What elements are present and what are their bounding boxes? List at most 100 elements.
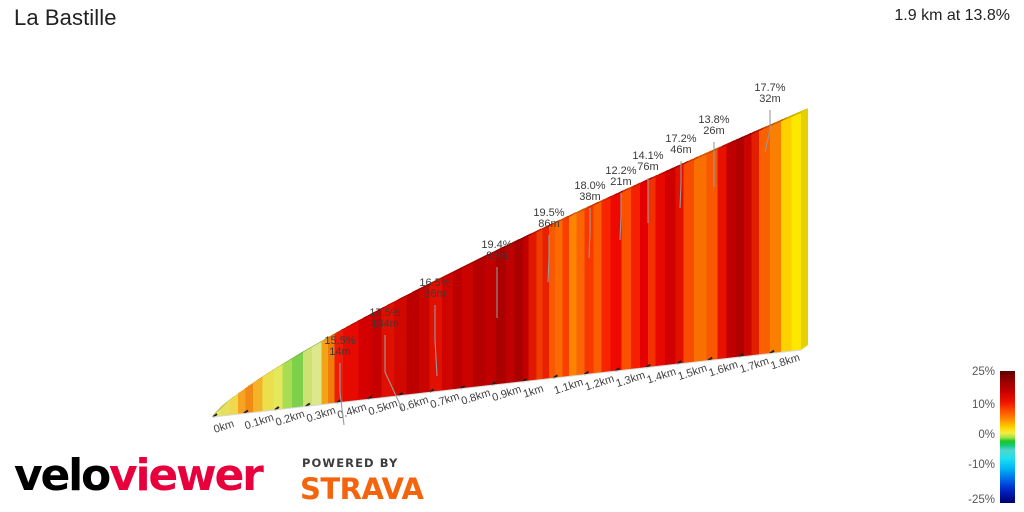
profile-top-edge-segment — [706, 144, 725, 155]
callout-gradient-value: 19.4% — [481, 239, 512, 251]
legend-labels: 25% 10% 0% -10% -25% — [949, 366, 995, 508]
profile-top-edge-segment — [791, 108, 808, 118]
callout-gradient-value: 17.5% — [369, 307, 400, 319]
callout-gradient-value: 19.5% — [533, 207, 564, 219]
callout-gradient-value: 16.5% — [419, 277, 450, 289]
axis-tick-label: 0.4km — [336, 401, 368, 422]
profile-top-edge-segment — [576, 204, 592, 214]
profile-top-edge-segment — [321, 333, 336, 342]
profile-segment — [791, 113, 801, 352]
profile-segment — [291, 352, 303, 409]
profile-top-edge-segment — [485, 246, 504, 258]
profile-top-edge-segment — [230, 388, 245, 400]
gradient-callout: 17.2%46m — [665, 133, 697, 209]
legend-label-min: -25% — [968, 494, 995, 506]
profile-top-edge-segment — [655, 168, 672, 178]
profile-svg: 0km 0.1km0.2km0.3km0.4km0.5km0.6km0.7km0.… — [212, 82, 808, 436]
axis-tick-label: 0.3km — [305, 405, 337, 426]
profile-top-edge-segment — [505, 237, 522, 248]
axis-tick-label: 0.5km — [367, 398, 399, 419]
callout-leader-line — [384, 335, 404, 412]
profile-top-edge-segment — [610, 187, 629, 198]
profile-top-edge-segment — [237, 383, 253, 394]
profile-segment — [568, 213, 577, 377]
profile-top-edge-segment — [640, 175, 655, 185]
axis-tick-label: 1km — [522, 383, 545, 401]
logo-velo: velo — [14, 450, 111, 501]
profile-top-edge-segment — [381, 297, 402, 310]
page-title: La Bastille — [14, 5, 117, 30]
profile-segment — [655, 173, 665, 367]
profile-segments — [213, 113, 801, 417]
profile-segment — [312, 341, 322, 406]
strava-logo[interactable]: STRAVA — [300, 472, 424, 506]
profile-segment — [640, 180, 648, 369]
footer: veloviewer POWERED BY STRAVA — [0, 446, 1024, 512]
axis-tick-label: 0.2km — [274, 408, 306, 429]
gradient-callout: 19.5%86m — [533, 207, 565, 283]
callout-leader-line — [588, 208, 591, 259]
profile-top-edge-segment — [675, 159, 691, 169]
profile-top-edge-segment — [683, 154, 702, 165]
profile-segment — [542, 226, 549, 380]
callout-gradient-value: 17.7% — [754, 82, 785, 94]
callout-leader-line — [679, 161, 682, 209]
profile-segment — [429, 278, 443, 393]
axis-tick-label: 1.8km — [769, 352, 801, 373]
profile-segment — [321, 338, 329, 405]
legend-color-bar — [999, 370, 1016, 504]
profile-top-edge-segment — [647, 172, 663, 181]
profile-segment — [621, 188, 631, 371]
profile-top-edge-segment — [528, 227, 544, 237]
logo-viewer: viewer — [109, 450, 264, 501]
veloviewer-logo[interactable]: veloviewer — [14, 454, 264, 498]
profile-segment — [328, 334, 335, 404]
profile-top-edge-segment — [736, 133, 751, 142]
axis-tick-label: 1.4km — [645, 366, 677, 387]
profile-segment — [514, 239, 523, 383]
legend-label-neg10: -10% — [968, 459, 995, 471]
legend-label-10: 10% — [971, 399, 995, 411]
profile-segment — [302, 347, 313, 407]
profile-top-edge-segment — [496, 242, 513, 252]
profile-top-edge-segment — [328, 329, 342, 339]
profile-top-edge-segment — [562, 212, 576, 221]
profile-top-edge-segment — [406, 285, 426, 297]
profile-top-edge-segment — [213, 401, 228, 415]
profile-top-edge-segment — [302, 342, 320, 353]
profile-segment — [683, 159, 695, 364]
profile-top-edge-segment — [342, 316, 366, 330]
callout-gradient-value: 17.2% — [665, 133, 696, 145]
profile-top-edge-segment — [630, 179, 648, 189]
gradient-callout: 18.0%38m — [574, 180, 606, 259]
profile-top-edge-segment — [584, 200, 601, 210]
axis-tick-label: 1.2km — [584, 373, 616, 394]
profile-top-edge-segment — [291, 347, 310, 359]
profile-segment — [358, 314, 371, 401]
profile-top-edge-segment — [780, 112, 799, 122]
profile-segment — [452, 268, 463, 390]
axis-tick-label: 1.1km — [553, 376, 585, 397]
callout-length-value: 46m — [670, 144, 691, 156]
profile-segment — [554, 220, 563, 379]
profile-segment — [759, 126, 771, 355]
profile-top-edge-segment — [462, 258, 480, 269]
profile-top-edge-segment — [472, 252, 493, 264]
profile-segment — [370, 309, 382, 400]
profile-top-edge-segment — [593, 197, 609, 206]
profile-top-edge-segment — [429, 273, 450, 285]
profile-segment — [496, 247, 506, 385]
axis-tick-label: 1.6km — [707, 359, 739, 380]
profile-top-edge-segment — [759, 121, 778, 132]
profile-top-edge-segment — [743, 129, 759, 139]
legend-label-0: 0% — [978, 429, 995, 441]
callout-length-value: 26m — [703, 125, 724, 137]
profile-top-edge-segment — [273, 359, 290, 371]
profile-segment — [770, 121, 781, 354]
profile-segment — [726, 141, 737, 359]
gradient-callout: 17.7%32m — [754, 82, 786, 153]
legend-label-max: 25% — [971, 366, 995, 378]
callout-gradient-value: 14.1% — [632, 150, 663, 162]
profile-top-edge-segment — [418, 279, 437, 291]
